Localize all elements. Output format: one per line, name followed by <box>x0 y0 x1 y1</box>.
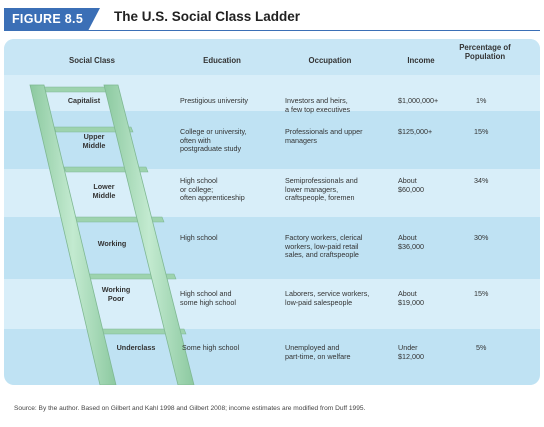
class-capitalist: Capitalist <box>67 96 101 105</box>
education-cell: High school <box>180 233 218 242</box>
percent-cell: 34% <box>474 176 489 185</box>
income-cell: Under $12,000 <box>398 343 424 361</box>
income-cell: $1,000,000+ <box>398 96 439 105</box>
education-cell: Prestigious university <box>180 96 248 105</box>
occupation-cell: Professionals and upper managers <box>285 127 363 145</box>
title-rule <box>4 30 540 31</box>
class-underclass: Underclass <box>116 343 156 352</box>
percent-cell: 5% <box>476 343 487 352</box>
row-band <box>4 169 540 217</box>
percent-cell: 30% <box>474 233 489 242</box>
education-cell: College or university, often with postgr… <box>180 127 247 154</box>
occupation-cell: Unemployed and part-time, on welfare <box>285 343 351 361</box>
education-cell: Some high school <box>182 343 240 352</box>
class-lower-middle: Lower Middle <box>92 182 116 200</box>
header-social-class: Social Class <box>69 56 115 65</box>
row-band <box>4 75 540 111</box>
header-education: Education <box>203 56 241 65</box>
education-cell: High school or college; often apprentice… <box>180 176 245 203</box>
percent-cell: 15% <box>474 127 489 136</box>
header-percentage: Percentage of Population <box>459 43 511 61</box>
occupation-cell: Laborers, service workers, low-paid sale… <box>285 289 370 307</box>
source-note: Source: By the author. Based on Gilbert … <box>14 405 366 412</box>
figure-tag: FIGURE 8.5 <box>4 8 100 30</box>
header-occupation: Occupation <box>308 56 352 65</box>
ladder-illustration <box>29 84 195 385</box>
occupation-cell: Factory workers, clerical workers, low-p… <box>285 233 363 260</box>
class-working: Working <box>97 239 127 248</box>
income-cell: About $19,000 <box>398 289 424 307</box>
occupation-cell: Investors and heirs, a few top executive… <box>285 96 351 114</box>
percent-cell: 15% <box>474 289 489 298</box>
education-cell: High school and some high school <box>180 289 236 307</box>
class-working-poor: Working Poor <box>101 285 131 303</box>
percent-cell: 1% <box>476 96 487 105</box>
figure-title: The U.S. Social Class Ladder <box>114 9 301 24</box>
occupation-cell: Semiprofessionals and lower managers, cr… <box>285 176 358 203</box>
income-cell: About $36,000 <box>398 233 424 251</box>
class-upper-middle: Upper Middle <box>82 132 106 150</box>
ladder-panel: Social Class Education Occupation Income… <box>4 39 540 385</box>
header-income: Income <box>407 56 435 65</box>
income-cell: About $60,000 <box>398 176 424 194</box>
income-cell: $125,000+ <box>398 127 433 136</box>
